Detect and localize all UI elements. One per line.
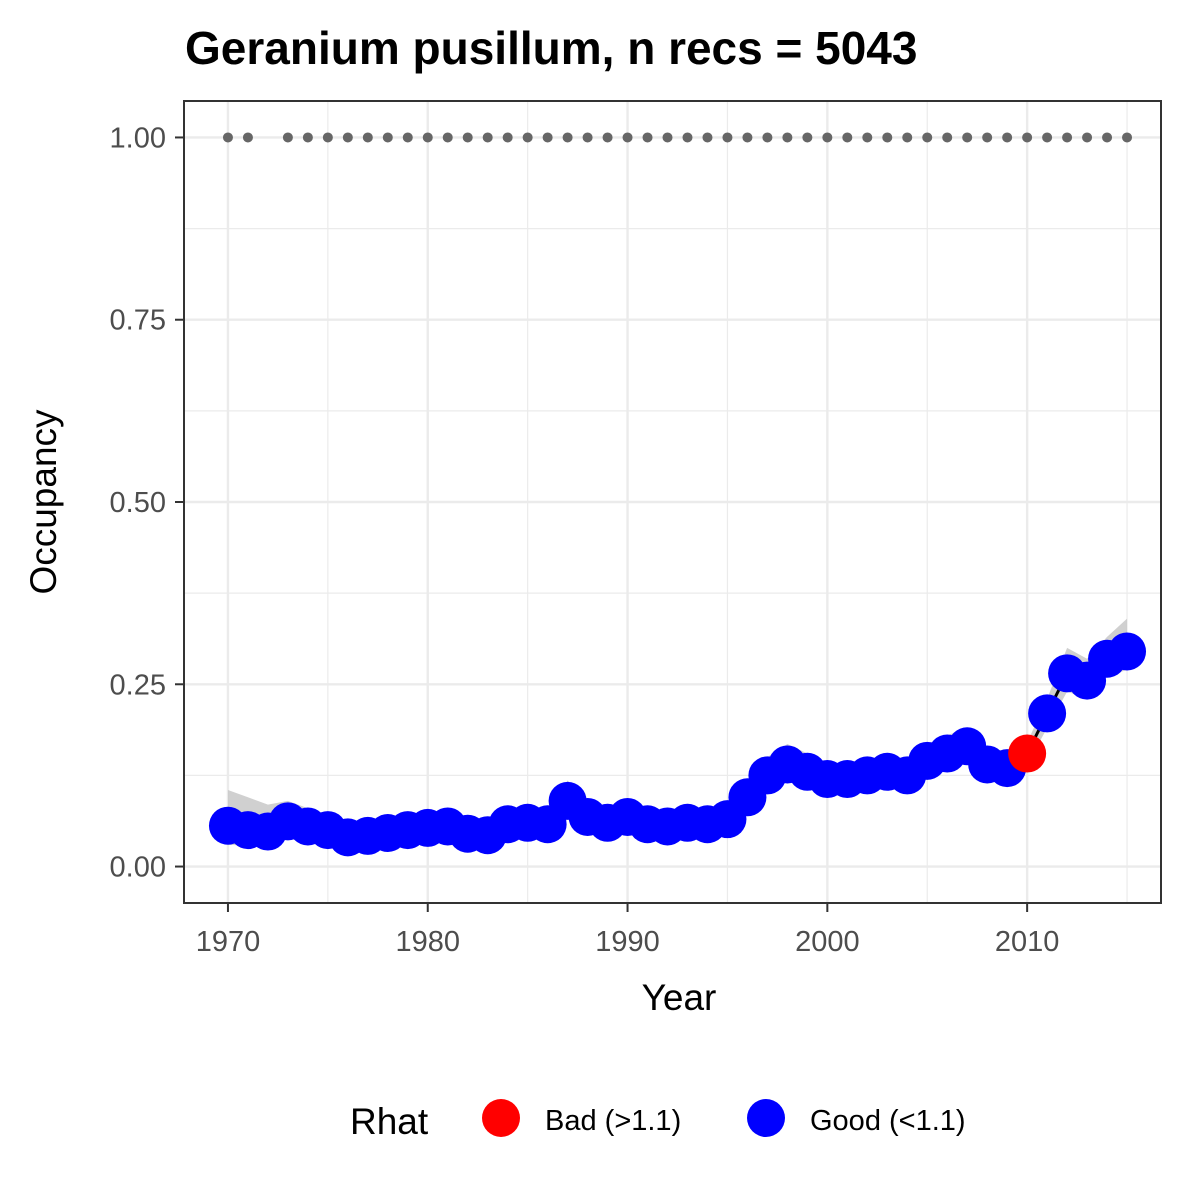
legend-key-good: [747, 1099, 785, 1137]
data-year-marker-1996: [742, 132, 753, 143]
data-year-marker-2005: [922, 132, 933, 143]
data-year-marker-2015: [1122, 132, 1133, 143]
data-year-marker-1983: [482, 132, 493, 143]
data-year-marker-2002: [862, 132, 873, 143]
data-year-markers: [222, 132, 1133, 143]
legend-label-bad: Bad (>1.1): [545, 1105, 681, 1137]
legend: Rhat Bad (>1.1) Good (<1.1): [350, 1099, 966, 1142]
data-year-marker-2004: [902, 132, 913, 143]
data-year-marker-1988: [582, 132, 593, 143]
data-year-marker-1995: [722, 132, 733, 143]
y-tick-label-3: 0.75: [110, 305, 166, 337]
data-year-marker-1984: [502, 132, 513, 143]
legend-label-good: Good (<1.1): [810, 1105, 966, 1137]
occupancy-points: [208, 632, 1147, 857]
chart-title: Geranium pusillum, n recs = 5043: [185, 22, 917, 74]
data-year-marker-2010: [1022, 132, 1033, 143]
data-year-marker-2006: [942, 132, 953, 143]
y-tick-label-1: 0.25: [110, 669, 166, 701]
x-tick-label-0: 1970: [196, 926, 261, 958]
x-axis: 1970 1980 1990 2000 2010: [196, 903, 1060, 958]
data-year-marker-1978: [382, 132, 393, 143]
data-year-marker-1980: [422, 132, 433, 143]
y-tick-label-2: 0.50: [110, 487, 166, 519]
data-year-marker-2003: [882, 132, 893, 143]
point-2010: [1008, 734, 1047, 773]
data-year-marker-2012: [1062, 132, 1073, 143]
data-year-marker-1992: [662, 132, 673, 143]
x-tick-label-3: 2000: [795, 926, 860, 958]
data-year-marker-1977: [362, 132, 373, 143]
data-year-marker-1970: [222, 132, 233, 143]
x-axis-title: Year: [642, 977, 717, 1018]
data-year-marker-1998: [782, 132, 793, 143]
y-axis: 0.00 0.25 0.50 0.75 1.00: [110, 122, 184, 884]
x-tick-label-1: 1980: [395, 926, 460, 958]
data-year-marker-2014: [1102, 132, 1113, 143]
data-year-marker-1976: [342, 132, 353, 143]
data-year-marker-1987: [562, 132, 573, 143]
x-tick-label-4: 2010: [995, 926, 1060, 958]
data-year-marker-2007: [962, 132, 973, 143]
data-year-marker-1973: [282, 132, 293, 143]
data-year-marker-2011: [1042, 132, 1053, 143]
data-year-marker-2008: [982, 132, 993, 143]
data-year-marker-1991: [642, 132, 653, 143]
data-year-marker-2001: [842, 132, 853, 143]
data-year-marker-1989: [602, 132, 613, 143]
data-year-marker-1997: [762, 132, 773, 143]
legend-key-bad: [482, 1099, 520, 1137]
y-tick-label-0: 0.00: [110, 852, 166, 884]
y-tick-label-4: 1.00: [110, 122, 166, 154]
data-year-marker-1986: [542, 132, 553, 143]
data-year-marker-1985: [522, 132, 533, 143]
y-axis-title: Occupancy: [23, 409, 64, 595]
data-year-marker-2013: [1082, 132, 1093, 143]
data-year-marker-2000: [822, 132, 833, 143]
data-year-marker-1971: [242, 132, 253, 143]
legend-title: Rhat: [350, 1101, 429, 1142]
data-year-marker-1981: [442, 132, 453, 143]
x-tick-label-2: 1990: [595, 926, 660, 958]
point-2015: [1108, 632, 1147, 671]
data-year-marker-1990: [622, 132, 633, 143]
data-year-marker-1982: [462, 132, 473, 143]
data-year-marker-1999: [802, 132, 813, 143]
point-2011: [1028, 694, 1067, 733]
data-year-marker-1974: [302, 132, 313, 143]
data-year-marker-1979: [402, 132, 413, 143]
data-year-marker-1993: [682, 132, 693, 143]
data-year-marker-1975: [322, 132, 333, 143]
data-year-marker-2009: [1002, 132, 1013, 143]
data-year-marker-1994: [702, 132, 713, 143]
